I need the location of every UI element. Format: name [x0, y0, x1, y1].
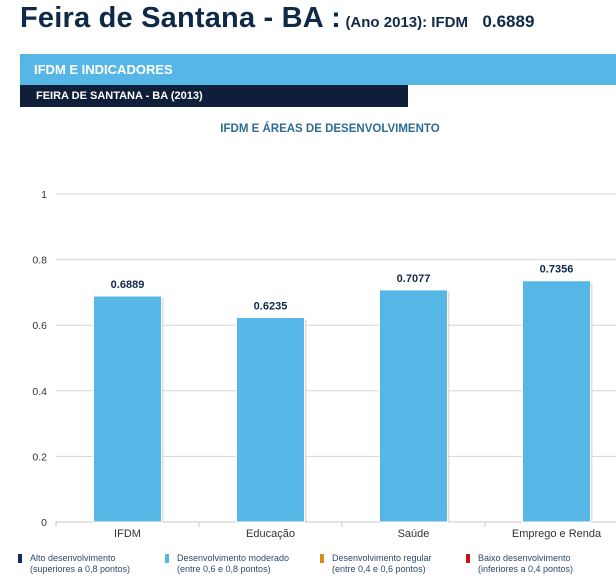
ifdm-value: 0.6889	[482, 12, 535, 31]
bar	[379, 289, 448, 523]
bar	[93, 295, 162, 523]
legend-swatch	[466, 554, 470, 563]
y-tick-label: 1	[41, 189, 47, 201]
legend-detail: (entre 0,6 e 0,8 pontos)	[177, 564, 271, 574]
legend-item-alto: Alto desenvolvimento (superiores a 0,8 p…	[18, 553, 130, 575]
x-tick-label: Educação	[246, 528, 295, 540]
section-subheader: FEIRA DE SANTANA - BA (2013)	[20, 85, 408, 107]
y-tick-label: 0.6	[32, 320, 47, 332]
legend-label: Baixo desenvolvimento	[478, 553, 571, 563]
chart-title: IFDM E ÁREAS DE DESENVOLVIMENTO	[220, 123, 440, 135]
page-title: Feira de Santana - BA : (Ano 2013): IFDM…	[20, 2, 534, 35]
y-tick-label: 0.4	[32, 386, 47, 398]
section-title: IFDM E INDICADORES	[34, 62, 173, 77]
section-header: IFDM E INDICADORES	[20, 54, 616, 85]
data-label: 0.6889	[111, 279, 145, 291]
legend-swatch	[18, 554, 22, 563]
y-tick-label: 0	[41, 517, 47, 529]
y-tick-label: 0.2	[32, 451, 47, 463]
legend-detail: (entre 0,4 e 0,6 pontos)	[332, 564, 426, 574]
section-subtitle: FEIRA DE SANTANA - BA (2013)	[36, 90, 203, 102]
legend-label: Alto desenvolvimento	[30, 553, 116, 563]
legend-swatch	[320, 554, 324, 563]
bar	[522, 280, 591, 523]
x-tick-label: IFDM	[114, 528, 141, 540]
x-tick-label: Saúde	[398, 528, 430, 540]
legend-swatch	[165, 554, 169, 563]
year-label: (Ano 2013): IFDM	[345, 14, 468, 31]
legend-detail: (superiores a 0,8 pontos)	[30, 564, 131, 574]
y-tick-label: 0.8	[32, 255, 47, 267]
legend-item-regular: Desenvolvimento regular (entre 0,4 e 0,6…	[320, 553, 432, 575]
data-label: 0.7077	[397, 273, 431, 285]
legend-item-moderado: Desenvolvimento moderado (entre 0,6 e 0,…	[165, 553, 289, 575]
legend-detail: (inferiores a 0,4 pontos)	[478, 564, 574, 574]
x-tick-label: Emprego e Renda	[512, 528, 602, 540]
city-name: Feira de Santana - BA :	[20, 2, 341, 34]
data-label: 0.6235	[254, 300, 288, 312]
data-label: 0.7356	[540, 264, 574, 276]
bar	[236, 316, 305, 523]
legend-label: Desenvolvimento regular	[332, 553, 432, 563]
legend-label: Desenvolvimento moderado	[177, 553, 290, 563]
legend-item-baixo: Baixo desenvolvimento (inferiores a 0,4 …	[466, 553, 573, 575]
